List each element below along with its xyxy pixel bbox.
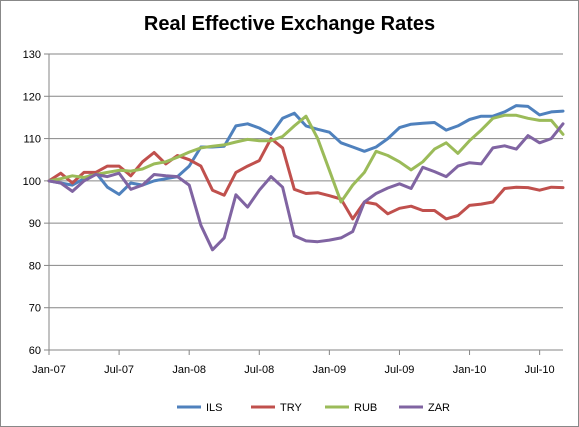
series-line-zar: [47, 122, 565, 252]
legend-label-try: TRY: [280, 402, 302, 414]
axes: [44, 53, 563, 355]
series-line-try: [47, 137, 565, 221]
y-tick-label: 60: [29, 345, 41, 357]
legend-label-ils: ILS: [206, 402, 223, 414]
x-tick-label: Jan-10: [453, 364, 487, 376]
x-tick-label: Jul-08: [244, 364, 274, 376]
y-tick-label: 110: [23, 134, 41, 146]
y-tick-label: 70: [29, 303, 41, 315]
x-tick-label: Jul-07: [104, 364, 134, 376]
series-line-ils: [47, 104, 565, 196]
series-line-rub: [47, 113, 565, 204]
series-lines: [47, 104, 565, 252]
x-tick-label: Jul-09: [384, 364, 414, 376]
x-tick-label: Jul-10: [525, 364, 555, 376]
legend-label-zar: ZAR: [428, 402, 450, 414]
y-tick-label: 120: [23, 91, 41, 103]
y-tick-labels: 60 70 80 90 100 110 120 130: [23, 49, 41, 357]
legend-label-rub: RUB: [354, 402, 377, 414]
x-tick-label: Jan-08: [172, 364, 206, 376]
y-tick-label: 80: [29, 260, 41, 272]
y-tick-label: 100: [23, 176, 41, 188]
y-tick-label: 90: [29, 218, 41, 230]
legend: ILS TRY RUB ZAR: [177, 402, 450, 414]
y-tick-label: 130: [23, 49, 41, 61]
x-tick-label: Jan-07: [32, 364, 66, 376]
x-tick-labels: Jan-07 Jul-07 Jan-08 Jul-08 Jan-09 Jul-09 Jan-…: [32, 364, 554, 376]
x-tick-label: Jan-09: [313, 364, 347, 376]
gridlines: [49, 53, 563, 309]
chart-title: Real Effective Exchange Rates: [143, 13, 436, 35]
